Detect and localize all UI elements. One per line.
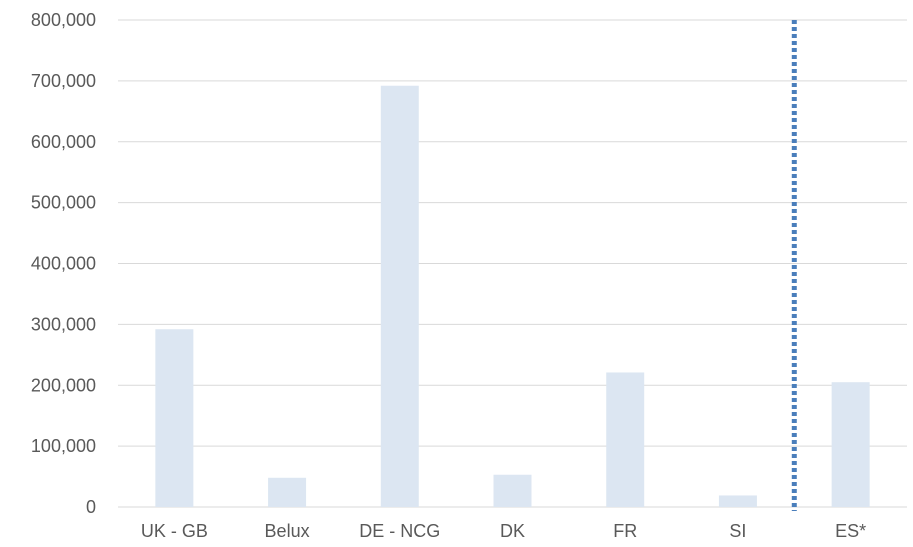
x-tick-label: DK xyxy=(500,521,525,541)
x-tick-label: DE - NCG xyxy=(359,521,440,541)
x-tick-label: ES* xyxy=(835,521,866,541)
x-tick-label: SI xyxy=(729,521,746,541)
y-tick-label: 200,000 xyxy=(31,375,96,395)
y-tick-label: 300,000 xyxy=(31,314,96,334)
bar xyxy=(718,495,757,507)
bars xyxy=(155,85,870,508)
bar xyxy=(155,329,194,507)
x-tick-label: Belux xyxy=(265,521,310,541)
y-tick-label: 800,000 xyxy=(31,10,96,30)
grid-lines xyxy=(118,19,907,508)
y-axis-tick-labels: 0 100,000 200,000 300,000 400,000 500,000 600,… xyxy=(31,10,96,517)
bar xyxy=(493,474,532,507)
y-tick-label: 400,000 xyxy=(31,254,96,274)
y-tick-label: 600,000 xyxy=(31,132,96,152)
y-tick-label: 700,000 xyxy=(31,71,96,91)
y-tick-label: 500,000 xyxy=(31,193,96,213)
bar xyxy=(380,85,419,508)
x-axis-tick-labels: UK - GB Belux DE - NCG DK FR SI ES* xyxy=(141,521,866,541)
y-tick-label: 100,000 xyxy=(31,436,96,456)
y-tick-label: 0 xyxy=(86,497,96,517)
x-tick-label: FR xyxy=(613,521,637,541)
bar xyxy=(606,372,645,507)
bar xyxy=(831,382,870,507)
x-tick-label: UK - GB xyxy=(141,521,208,541)
bar xyxy=(268,477,307,507)
